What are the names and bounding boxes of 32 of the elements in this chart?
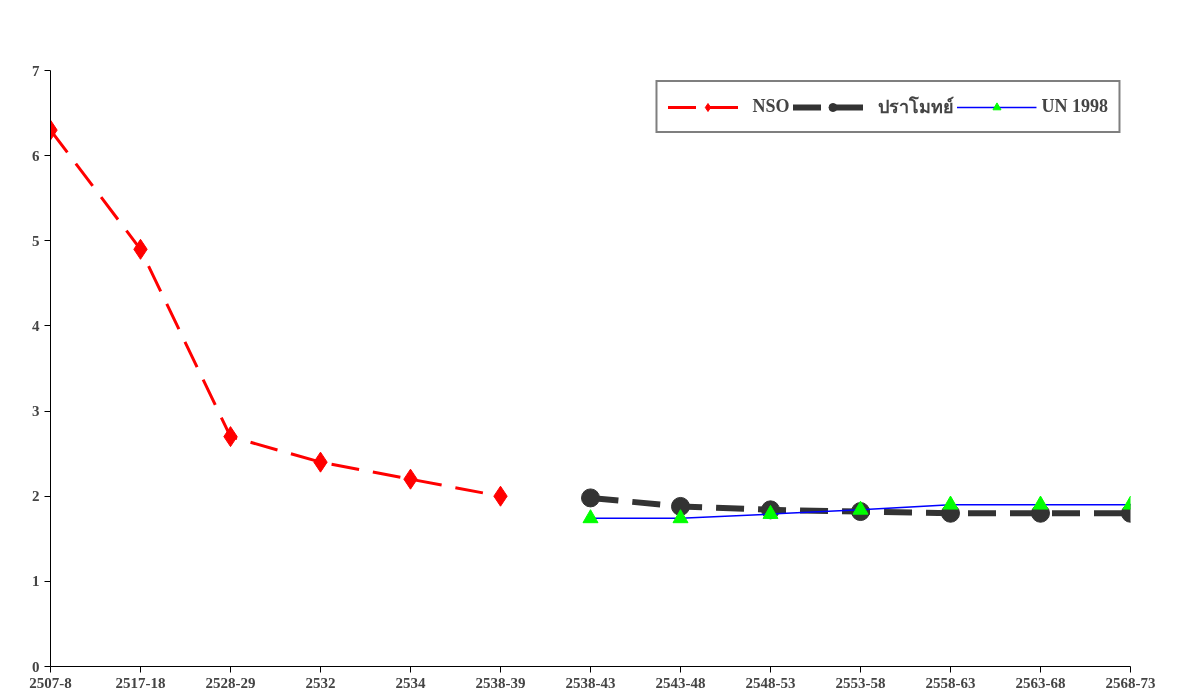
y-tick-label: 2: [32, 488, 40, 505]
x-tick-label: 2548-53: [745, 674, 796, 691]
x-tick-label: 2507-8: [29, 674, 72, 691]
x-tick-label: 2558-63: [925, 674, 976, 691]
legend-label: NSO: [752, 96, 790, 117]
y-tick-label: 0: [32, 658, 40, 675]
point: [852, 500, 869, 515]
x-tick-label: 2538-39: [475, 674, 526, 691]
legend-label: UN 1998: [1041, 96, 1108, 117]
point: [581, 488, 600, 508]
y-tick-label: 7: [32, 62, 40, 79]
x-tick-label: 2538-43: [565, 674, 616, 691]
point: [582, 509, 599, 524]
x-tick-label: 2528-29: [205, 674, 256, 691]
y-tick-label: 6: [32, 147, 40, 164]
legend-label: ปราโมทย์: [877, 95, 954, 119]
x-tick-label: 2534: [395, 674, 426, 691]
x-tick-label: 2532: [305, 674, 336, 691]
point: [672, 509, 689, 524]
x-tick-label: 2568-73: [1105, 674, 1156, 691]
point: [671, 496, 690, 516]
point: [762, 504, 779, 519]
y-tick-label: 5: [32, 232, 40, 249]
x-tick-label: 2563-68: [1015, 674, 1066, 691]
point: [942, 495, 959, 510]
y-tick-label: 1: [32, 573, 40, 590]
point: [1032, 495, 1049, 510]
x-tick-label: 2517-18: [115, 674, 166, 691]
y-tick-label: 4: [32, 317, 40, 334]
y-tick-label: 3: [32, 403, 40, 420]
x-tick-label: 2543-48: [655, 674, 706, 691]
x-tick-label: 2553-58: [835, 674, 886, 691]
